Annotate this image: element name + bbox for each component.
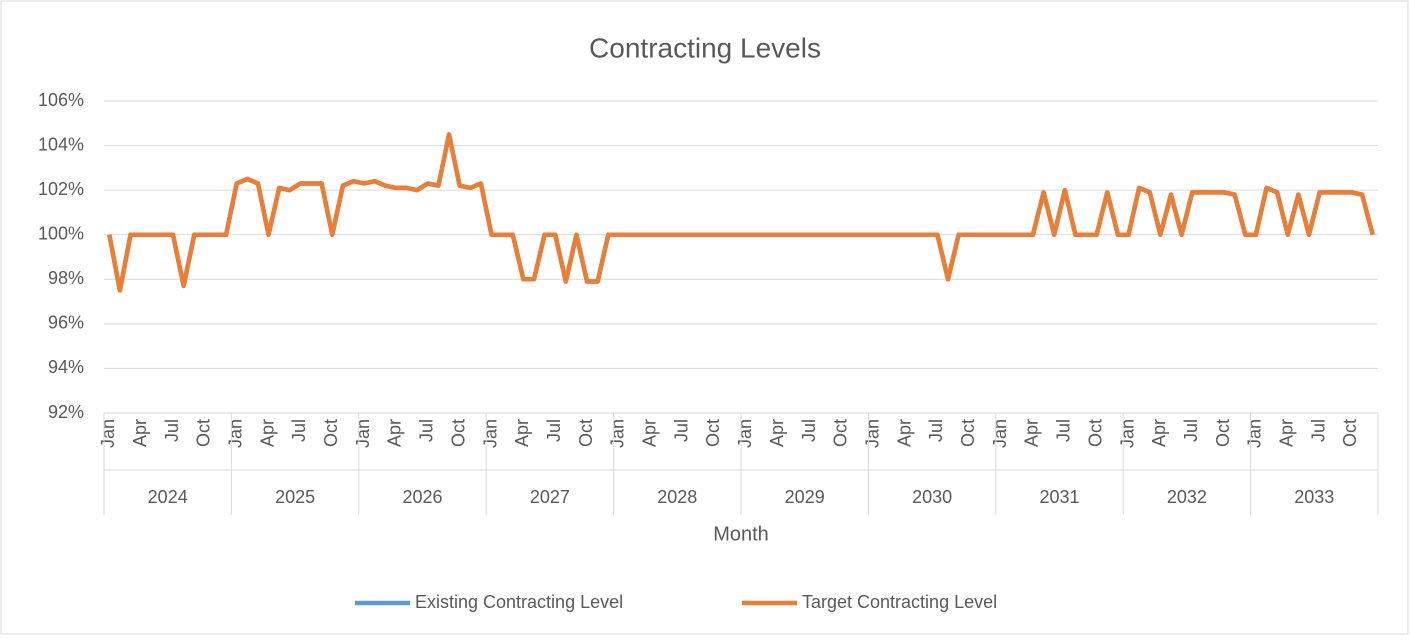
x-tick-label: Jul: [289, 419, 309, 442]
y-tick-label: 92%: [48, 402, 84, 422]
x-tick-label: Jul: [1054, 419, 1074, 442]
x-tick-label: Jan: [1117, 419, 1137, 448]
x-tick-label: Jul: [799, 419, 819, 442]
x-tick-label: Jul: [544, 419, 564, 442]
x-tick-label: Apr: [385, 419, 405, 447]
series-line: [107, 132, 1375, 293]
x-tick-label: Oct: [1085, 419, 1105, 447]
x-group-label: 2029: [785, 487, 825, 507]
x-tick-label: Jul: [671, 419, 691, 442]
y-tick-label: 104%: [38, 134, 84, 154]
x-tick-label: Apr: [1277, 419, 1297, 447]
x-tick-label: Oct: [1340, 419, 1360, 447]
x-tick-label: Jul: [926, 419, 946, 442]
y-tick-label: 94%: [48, 357, 84, 377]
x-tick-label: Oct: [831, 419, 851, 447]
x-tick-label: Oct: [1213, 419, 1233, 447]
x-tick-label: Jan: [990, 419, 1010, 448]
x-tick-label: Jan: [862, 419, 882, 448]
x-tick-label: Apr: [257, 419, 277, 447]
x-group-label: 2025: [275, 487, 315, 507]
x-tick-label: Oct: [703, 419, 723, 447]
x-group-label: 2031: [1039, 487, 1079, 507]
x-tick-label: Oct: [321, 419, 341, 447]
x-tick-label: Apr: [894, 419, 914, 447]
y-tick-label: 100%: [38, 223, 84, 243]
x-tick-label: Oct: [958, 419, 978, 447]
legend-label: Target Contracting Level: [802, 592, 997, 612]
chart-title: Contracting Levels: [589, 32, 821, 63]
x-tick-label: Apr: [1149, 419, 1169, 447]
x-tick-label: Oct: [194, 419, 214, 447]
y-tick-label: 106%: [38, 90, 84, 110]
x-group-label: 2033: [1294, 487, 1334, 507]
x-tick-label: Apr: [1022, 419, 1042, 447]
x-tick-label: Apr: [512, 419, 532, 447]
x-group-label: 2032: [1167, 487, 1207, 507]
y-tick-label: 102%: [38, 179, 84, 199]
x-tick-label: Jan: [1245, 419, 1265, 448]
legend-label: Existing Contracting Level: [415, 592, 623, 612]
x-group-label: 2028: [657, 487, 697, 507]
x-tick-label: Jan: [735, 419, 755, 448]
x-tick-label: Jan: [98, 419, 118, 448]
x-tick-label: Apr: [640, 419, 660, 447]
x-tick-label: Jul: [417, 419, 437, 442]
x-tick-label: Jul: [162, 419, 182, 442]
x-group-label: 2026: [402, 487, 442, 507]
x-axis-label: Month: [713, 523, 769, 545]
x-tick-label: Apr: [767, 419, 787, 447]
y-tick-label: 98%: [48, 268, 84, 288]
x-tick-label: Jul: [1181, 419, 1201, 442]
x-tick-label: Oct: [448, 419, 468, 447]
x-tick-label: Apr: [130, 419, 150, 447]
x-group-label: 2024: [148, 487, 188, 507]
x-group-label: 2027: [530, 487, 570, 507]
x-tick-label: Jan: [608, 419, 628, 448]
x-group-label: 2030: [912, 487, 952, 507]
x-tick-label: Oct: [576, 419, 596, 447]
x-tick-label: Jan: [225, 419, 245, 448]
x-tick-label: Jan: [480, 419, 500, 448]
x-tick-label: Jan: [353, 419, 373, 448]
y-tick-label: 96%: [48, 313, 84, 333]
x-tick-label: Jul: [1308, 419, 1328, 442]
